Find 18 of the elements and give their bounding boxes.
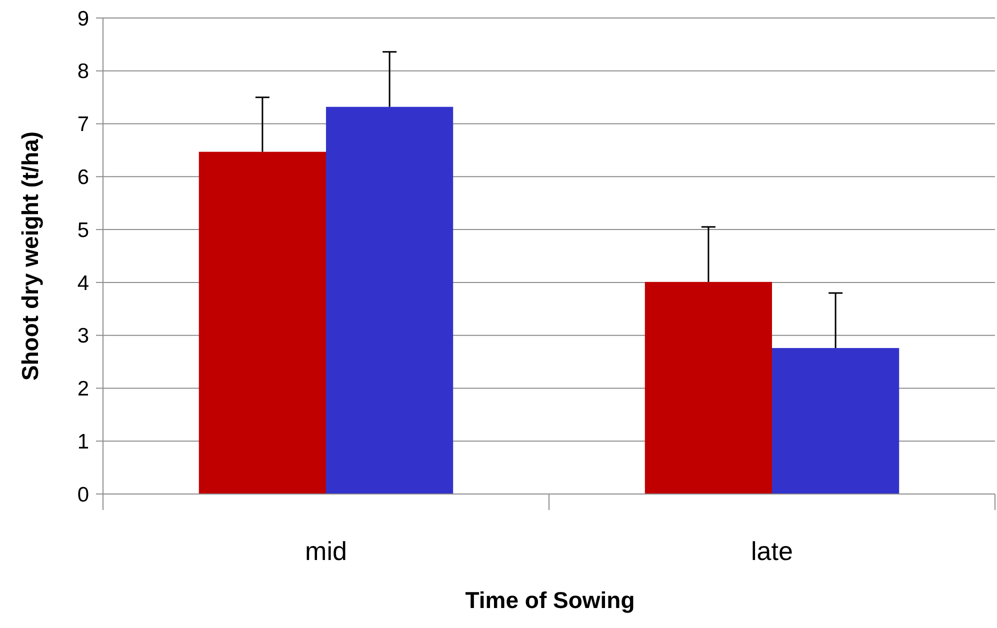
bar [198,152,326,494]
y-tick-label: 6 [77,166,89,190]
x-tick-label: late [751,536,793,566]
y-tick-label: 9 [77,7,89,30]
y-axis-title: Shoot dry weight (t/ha) [17,131,43,381]
x-axis-title: Time of Sowing [465,587,635,613]
y-tick-label: 2 [77,378,89,401]
bar [772,348,900,494]
y-tick-label: 7 [77,113,89,136]
y-tick-label: 0 [77,483,89,506]
y-tick-label: 1 [77,430,89,454]
bar [644,282,772,494]
y-tick-label: 8 [77,60,89,84]
y-tick-label: 4 [77,272,90,295]
y-tick-label: 3 [77,324,89,348]
bar [326,106,454,494]
y-tick-label: 5 [77,218,89,242]
x-tick-label: mid [305,536,347,566]
